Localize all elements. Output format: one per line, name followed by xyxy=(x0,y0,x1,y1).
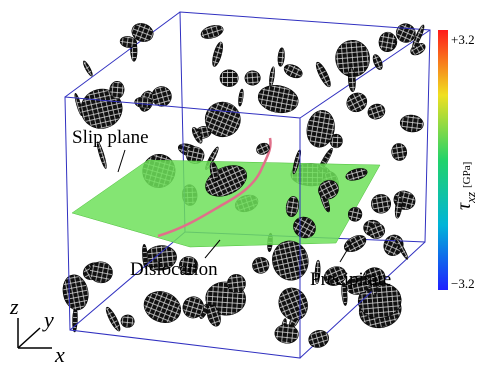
colorbar-max: +3.2 xyxy=(451,32,475,47)
precipitate xyxy=(274,284,312,325)
precipitate xyxy=(377,31,397,53)
colorbar-min: −3.2 xyxy=(451,276,475,291)
precipitate xyxy=(251,255,271,275)
precipitate xyxy=(370,193,392,215)
precipitate xyxy=(199,23,224,41)
precipitate xyxy=(210,41,224,68)
precipitate xyxy=(104,306,123,333)
precipitate xyxy=(277,48,285,67)
precipitate xyxy=(82,60,94,77)
precipitate xyxy=(274,323,299,344)
dislocation-label: Dislocation xyxy=(130,259,218,280)
colorbar xyxy=(438,30,448,290)
precipitate xyxy=(220,70,238,87)
precipitate xyxy=(139,286,185,328)
figure: Slip plane Dislocation Precipitate +3.2 … xyxy=(0,0,481,375)
precipitate xyxy=(399,114,424,134)
page: {"labels": {"slip_plane": "Slip plane", … xyxy=(0,0,481,375)
precipitate xyxy=(238,89,245,107)
axis-z: z xyxy=(9,294,19,319)
colorbar-subscript: xz xyxy=(463,192,478,204)
precipitate xyxy=(244,70,261,86)
precipitate xyxy=(282,62,304,81)
precipitate xyxy=(72,307,78,332)
precipitate xyxy=(256,82,301,116)
precipitate xyxy=(120,314,135,328)
colorbar-unit: [GPa] xyxy=(461,162,473,188)
colorbar-title: τxz[GPa] xyxy=(453,162,478,210)
precipitate xyxy=(390,142,407,161)
precipitate xyxy=(314,61,333,89)
slip-plane-label: Slip plane xyxy=(72,127,149,148)
precipitate-label: Precipitate xyxy=(310,269,391,290)
precipitate xyxy=(268,66,275,86)
precipitate xyxy=(344,90,371,116)
axis-y: y xyxy=(42,307,54,332)
axis-x: x xyxy=(54,342,65,367)
precipitate xyxy=(366,102,387,122)
precipitate xyxy=(307,328,331,350)
leader xyxy=(118,150,125,172)
